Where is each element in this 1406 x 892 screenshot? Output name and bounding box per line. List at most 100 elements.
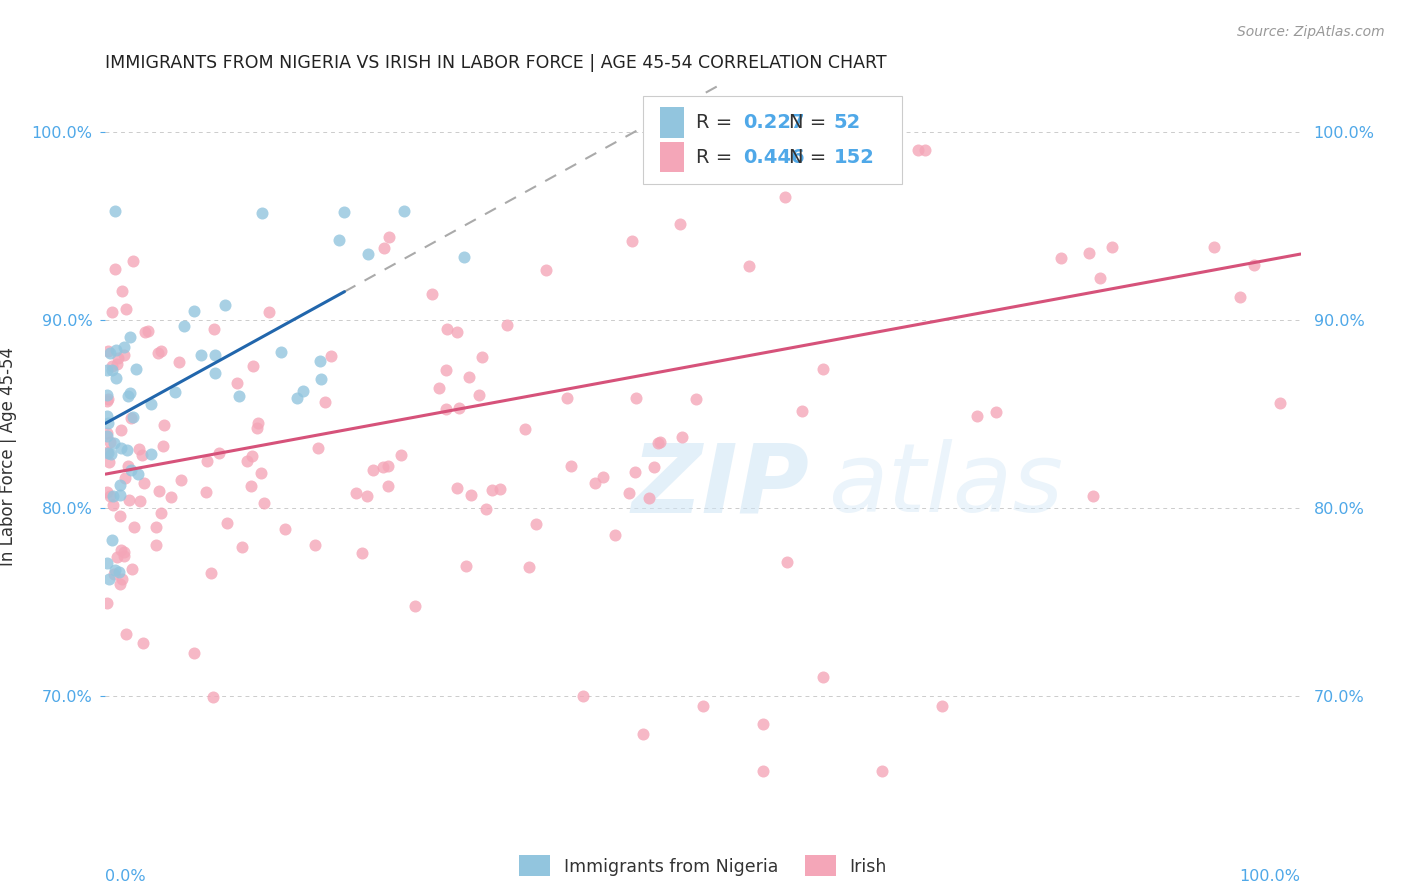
Point [751,717,773,731]
Point [378,229,401,244]
Point [100,533,122,548]
Point [195,485,218,500]
Point [361,463,384,477]
Point [115,301,138,316]
Point [457,369,479,384]
Point [134,325,156,339]
Point [128,442,150,456]
Point [145,537,167,551]
Point [108,509,131,524]
Point [1077,246,1099,260]
Point [242,449,264,463]
Point [97,392,120,406]
Point [1101,239,1123,253]
Point [208,446,231,460]
Point [454,558,477,573]
Point [434,401,457,416]
Point [121,562,143,576]
Point [914,143,936,157]
Text: Source: ZipAtlas.com: Source: ZipAtlas.com [1237,25,1385,39]
Point [96,409,118,424]
Point [446,481,468,495]
Point [319,349,342,363]
Point [314,394,336,409]
Point [270,345,292,359]
Text: 0.227: 0.227 [742,112,804,132]
Point [96,596,118,610]
Point [647,436,669,450]
Point [145,520,167,534]
Point [115,627,138,641]
Point [427,381,450,395]
Point [100,447,122,461]
Point [117,443,139,458]
Point [475,501,498,516]
Point [170,473,193,487]
Point [105,549,128,564]
Point [496,318,519,333]
Point [517,560,540,574]
Point [173,319,195,334]
Point [120,330,142,344]
Point [648,435,671,450]
Point [101,489,124,503]
Point [637,491,659,506]
Point [114,471,136,485]
Point [350,546,373,560]
Point [104,343,127,357]
Point [127,467,149,482]
Point [304,538,326,552]
Point [148,483,170,498]
Point [1088,270,1111,285]
Point [204,366,226,380]
Point [1268,396,1291,410]
Point [104,563,127,577]
Point [105,357,128,371]
Point [751,764,773,779]
Point [391,448,413,462]
Point [160,491,183,505]
Text: R =: R = [696,112,738,132]
Point [111,572,134,586]
Point [309,372,332,386]
Point [671,429,693,443]
Point [247,417,270,431]
Point [98,435,121,450]
Point [226,376,249,390]
Point [120,386,142,401]
Point [250,206,273,220]
Point [481,483,503,497]
Point [1081,489,1104,503]
Point [201,690,224,704]
Point [250,466,273,480]
Point [307,441,329,455]
Point [624,465,647,479]
Text: 100.0%: 100.0% [1240,869,1301,884]
Point [134,476,156,491]
Point [775,555,797,569]
Point [603,528,626,542]
Point [150,506,173,520]
Text: N =: N = [790,147,832,167]
Point [96,445,118,459]
Point [118,492,141,507]
Point [98,489,121,503]
Point [111,285,134,299]
Text: N =: N = [790,112,832,132]
Point [240,478,263,492]
Point [524,516,547,531]
Y-axis label: In Labor Force | Age 45-54: In Labor Force | Age 45-54 [0,347,17,566]
Text: 0.0%: 0.0% [105,869,146,884]
Point [195,454,218,468]
Point [96,429,118,443]
Point [97,572,120,586]
Point [811,670,834,684]
Point [107,351,129,366]
Text: 52: 52 [834,112,860,132]
Point [117,389,139,403]
Point [436,322,458,336]
Point [984,405,1007,419]
Text: R =: R = [696,147,738,167]
Point [108,576,131,591]
Text: IMMIGRANTS FROM NIGERIA VS IRISH IN LABOR FORCE | AGE 45-54 CORRELATION CHART: IMMIGRANTS FROM NIGERIA VS IRISH IN LABO… [105,54,887,72]
